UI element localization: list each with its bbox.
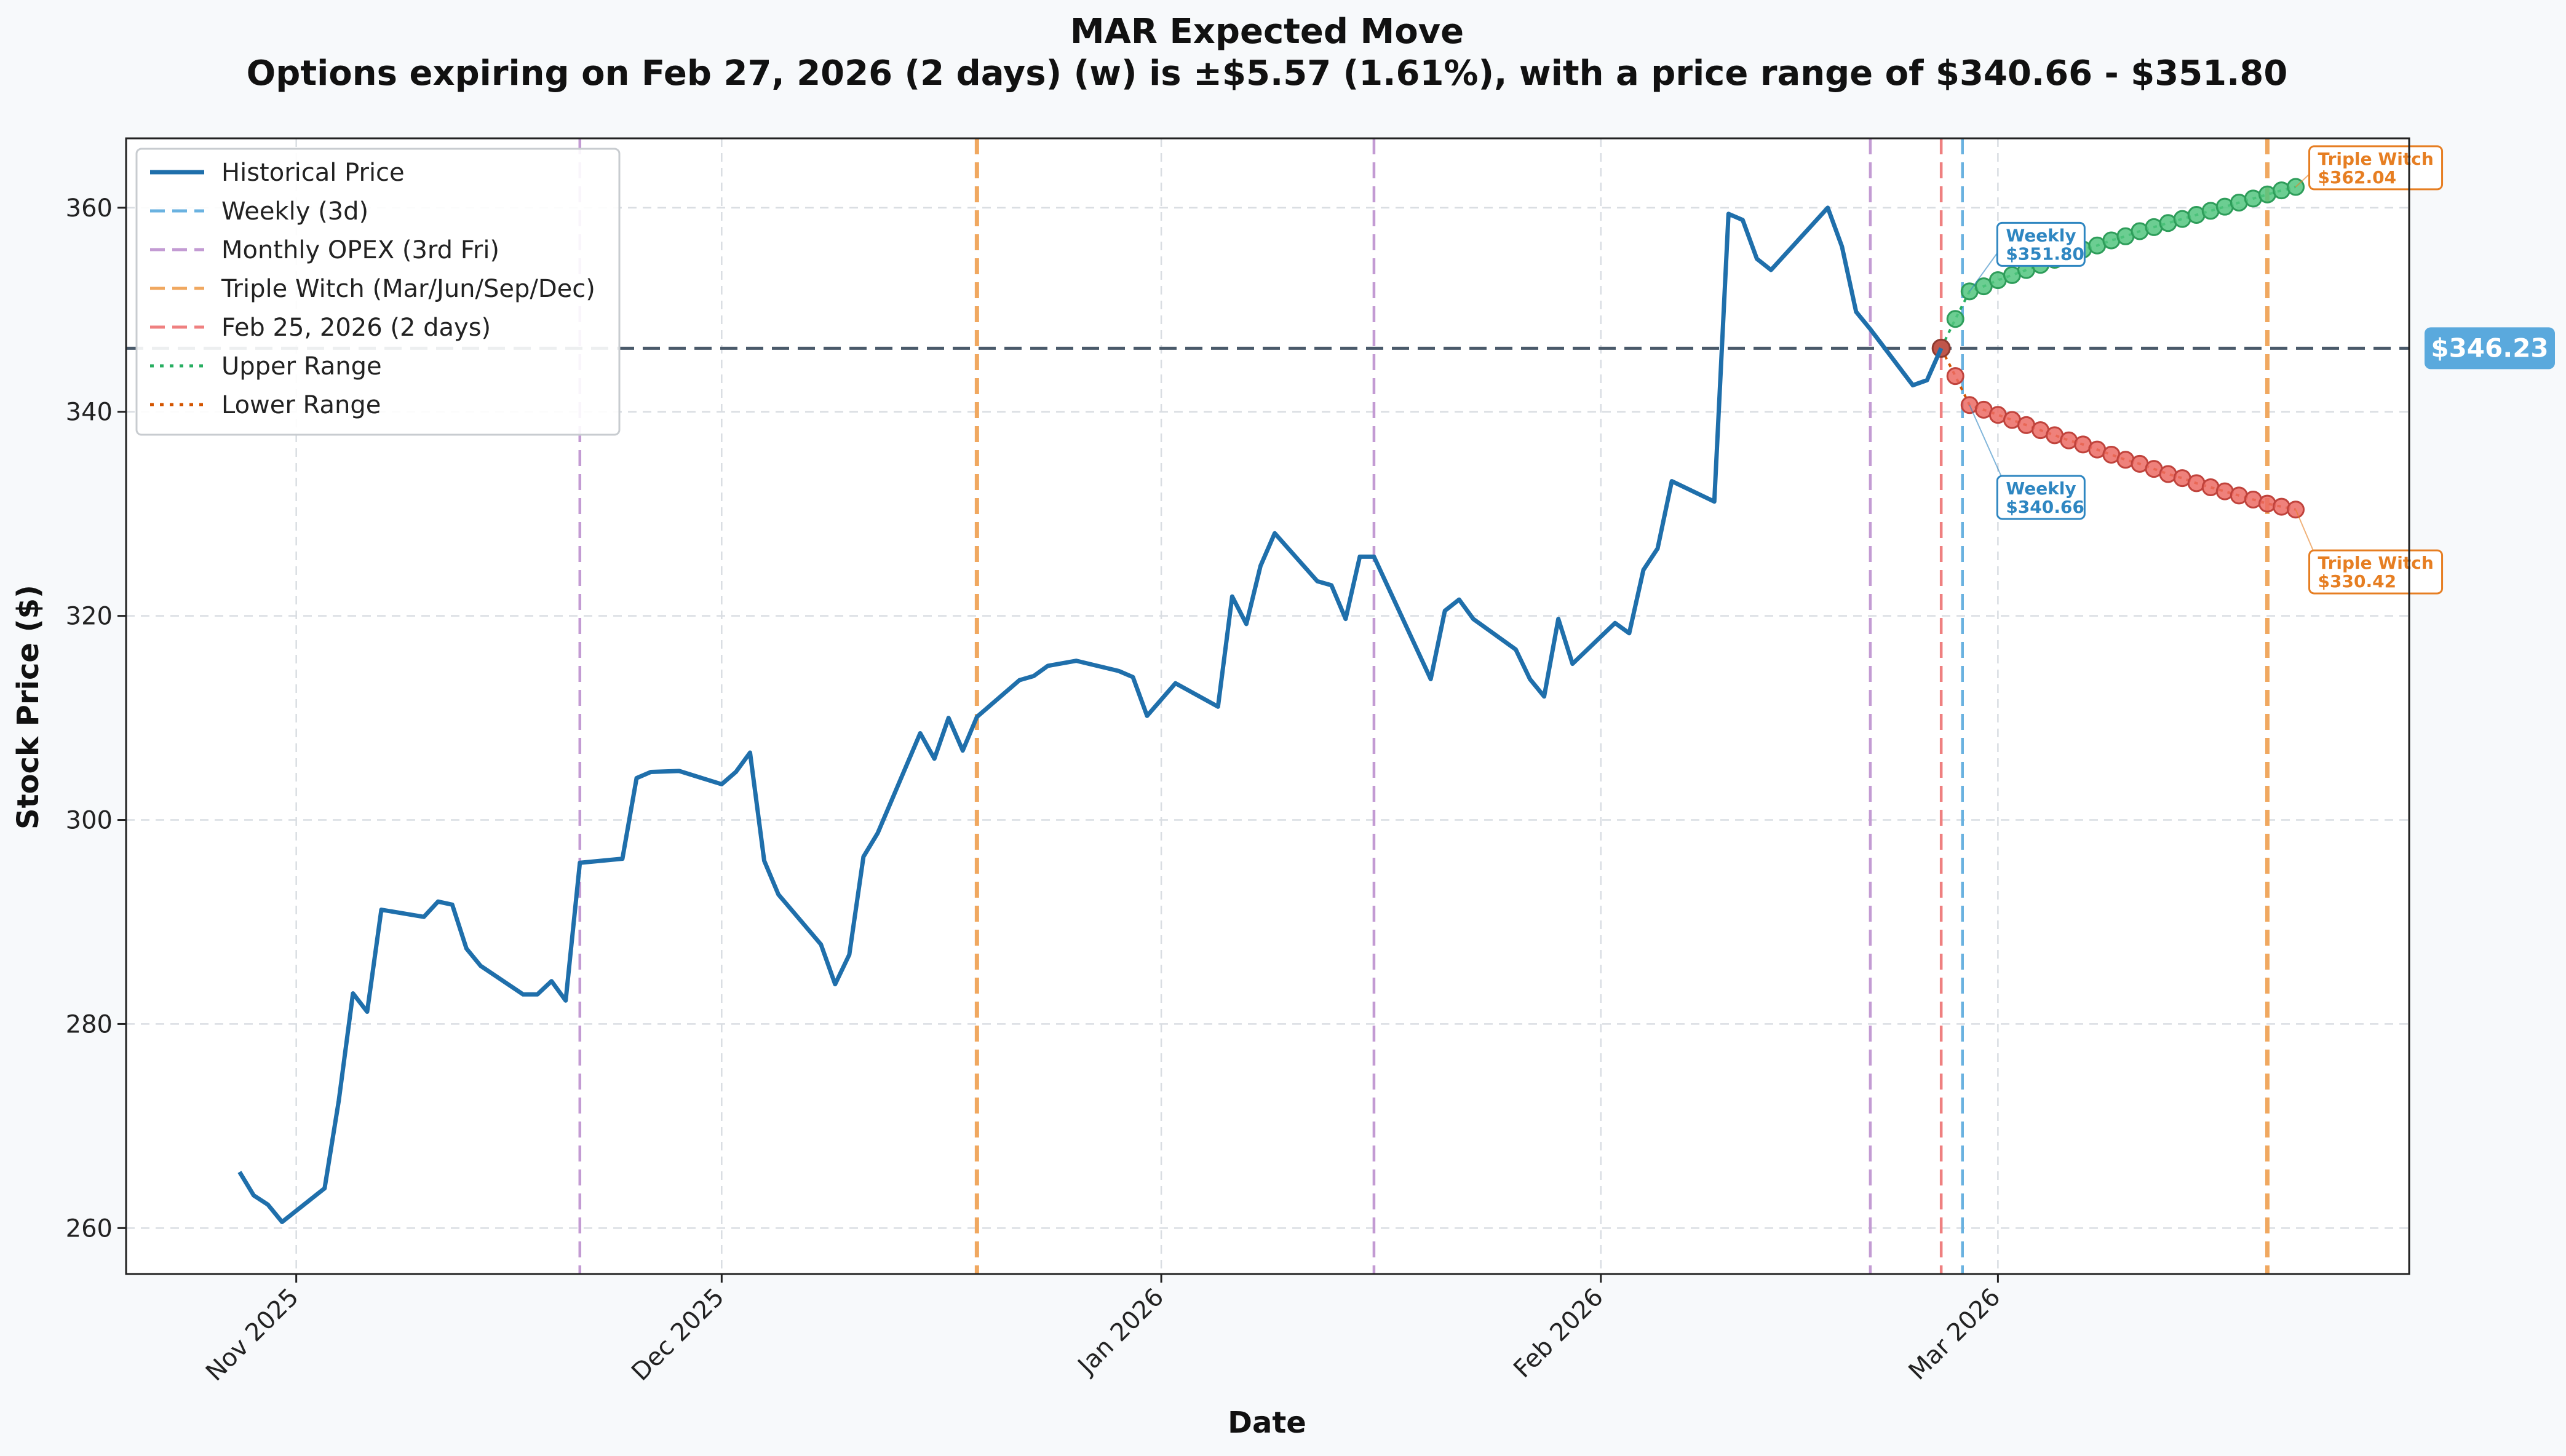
expiration-lines (578, 138, 2270, 1274)
x-axis-label: Date (1228, 1406, 1306, 1440)
chart-title: MAR Expected Move (1070, 12, 1464, 52)
upper-range-point (1946, 310, 1964, 328)
grid-lines (126, 138, 2409, 1274)
y-tick-label: 320 (66, 603, 113, 631)
annotation-line1-weekly-lower: Weekly (2006, 478, 2076, 499)
annotation-line1-triple-upper: Triple Witch (2318, 149, 2434, 169)
legend-label: Weekly (3d) (221, 197, 368, 226)
annotation-line2-weekly-lower: $340.66 (2006, 497, 2084, 517)
legend-label: Feb 25, 2026 (2 days) (221, 314, 491, 342)
annotation-line1-triple-lower: Triple Witch (2318, 553, 2434, 573)
legend-label: Monthly OPEX (3rd Fri) (221, 236, 499, 264)
current-price-badge: $346.23 (2425, 327, 2555, 370)
annotation-line2-triple-lower: $330.42 (2318, 571, 2397, 592)
legend-label: Lower Range (221, 391, 381, 419)
y-axis-label: Stock Price ($) (11, 585, 46, 829)
legend-label: Historical Price (221, 159, 405, 187)
y-tick-label: 260 (66, 1214, 113, 1243)
lower-range-point (2272, 497, 2290, 516)
legend-label: Upper Range (221, 352, 382, 381)
current-price-badge-text: $346.23 (2431, 333, 2548, 363)
lower-range-point (2258, 494, 2276, 513)
annotation-line1-weekly-upper: Weekly (2006, 225, 2076, 245)
annotation-leader-weekly-lower (1969, 405, 2003, 479)
plot-frame (125, 137, 2410, 1275)
y-tick-label: 280 (66, 1010, 113, 1039)
y-tick-label: 340 (66, 398, 113, 427)
historical-price-line (237, 205, 1944, 1224)
y-axis: 260 280 300 320 340 360 (66, 194, 126, 1243)
annotation-line2-triple-upper: $362.04 (2318, 167, 2397, 188)
annotation-box-weekly-upper (1996, 221, 2086, 267)
annotation-line2-weekly-upper: $351.80 (2006, 243, 2084, 264)
legend-label: Triple Witch (Mar/Jun/Sep/Dec) (221, 275, 595, 303)
chart-subtitle: Options expiring on Feb 27, 2026 (2 days… (247, 53, 2288, 93)
y-tick-label: 300 (66, 807, 113, 835)
legend: Historical Price Weekly (3d) Monthly OPEX … (135, 148, 621, 436)
annotation-box-weekly-lower (1996, 475, 2086, 520)
lower-range-point (1946, 367, 1964, 386)
current-price-badge-bg (2425, 327, 2555, 370)
y-tick-label: 360 (66, 194, 113, 223)
range-points (1931, 178, 2305, 519)
annotation-leader-triple-lower (2295, 509, 2315, 553)
legend-box (135, 148, 621, 436)
